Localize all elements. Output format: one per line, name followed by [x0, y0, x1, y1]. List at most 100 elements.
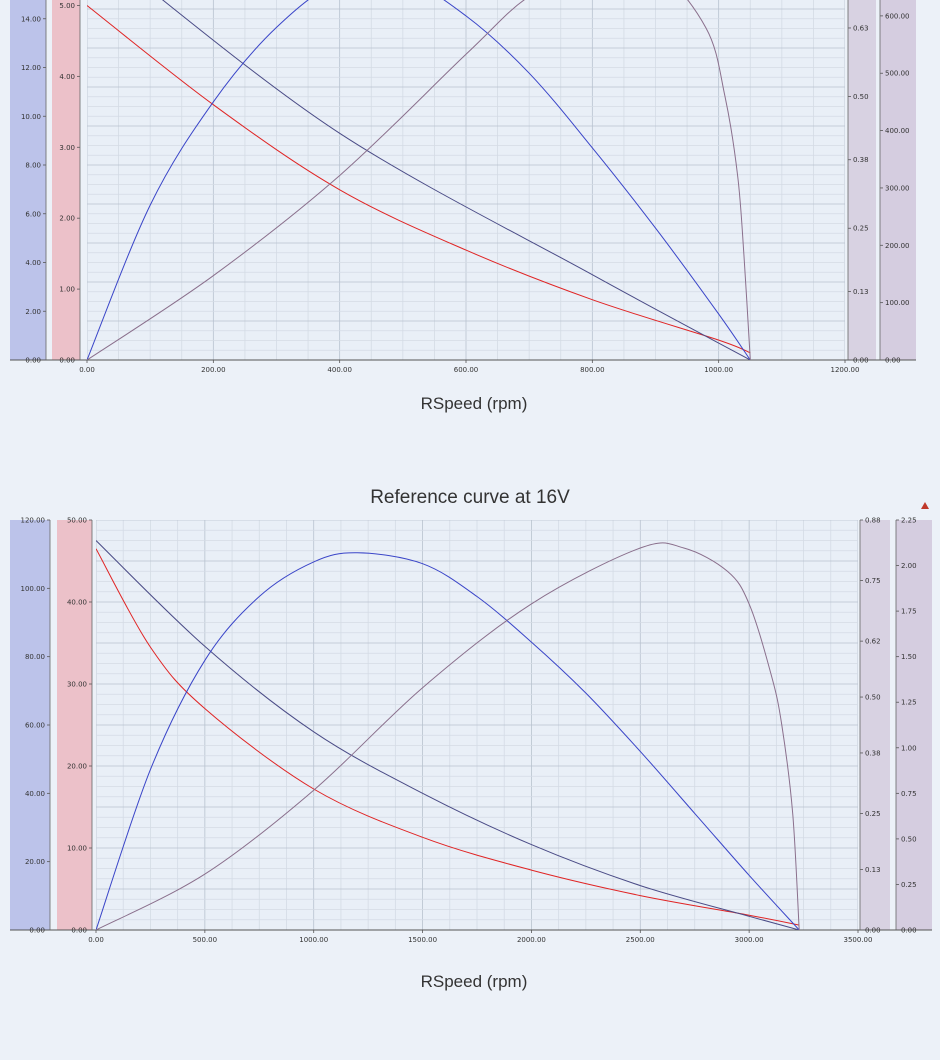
y-tick-label-left-outer-chart-1: 2.00: [25, 308, 41, 316]
y-tick-label-right-outer-chart-2: 0.25: [901, 881, 917, 889]
y-tick-label-right-outer-chart-2: 1.75: [901, 608, 917, 616]
x-tick-label-chart-1: 600.00: [454, 366, 479, 374]
axis-band-right-inner-chart-2: [860, 520, 890, 930]
y-tick-label-right-outer-chart-2: 2.00: [901, 562, 917, 570]
y-tick-label-right-outer-chart-2: 1.50: [901, 653, 917, 661]
series-line-4-chart-1: [87, 0, 751, 360]
y-tick-label-right-outer-chart-1: 500.00: [885, 70, 910, 78]
y-tick-label-right-outer-chart-1: 100.00: [885, 299, 910, 307]
x-tick-label-chart-2: 2500.00: [626, 936, 655, 944]
scroll-up-arrow-icon[interactable]: [921, 502, 929, 509]
y-tick-label-left-outer-chart-1: 14.00: [21, 15, 41, 23]
y-tick-label-right-inner-chart-2: 0.88: [865, 517, 881, 525]
axis-band-right-outer-chart-2: [896, 520, 932, 930]
y-tick-label-right-outer-chart-2: 0.75: [901, 790, 917, 798]
y-tick-label-left-inner-chart-1: 4.00: [59, 73, 75, 81]
y-tick-label-right-inner-chart-2: 0.62: [865, 638, 881, 646]
y-tick-label-left-outer-chart-1: 10.00: [21, 113, 41, 121]
y-tick-label-right-outer-chart-1: 600.00: [885, 12, 910, 20]
chart-1: 0.00 200.00 400.00 600.00 800.00 1000.00 1200.…: [10, 0, 916, 374]
series-line-3-chart-2: [96, 552, 800, 930]
y-tick-label-right-outer-chart-2: 0.00: [901, 927, 917, 935]
y-tick-label-left-outer-chart-2: 60.00: [25, 722, 45, 730]
y-tick-label-left-inner-chart-1: 2.00: [59, 215, 75, 223]
y-tick-label-left-inner-chart-1: 0.00: [59, 357, 75, 365]
y-tick-label-left-outer-chart-2: 0.00: [29, 927, 45, 935]
y-tick-label-right-outer-chart-1: 300.00: [885, 184, 910, 192]
x-tick-label-chart-2: 1500.00: [408, 936, 437, 944]
y-tick-label-left-outer-chart-1: 8.00: [25, 162, 41, 170]
y-tick-label-left-outer-chart-1: 12.00: [21, 64, 41, 72]
y-tick-label-left-outer-chart-2: 120.00: [21, 517, 46, 525]
y-tick-label-right-outer-chart-2: 0.50: [901, 835, 917, 843]
x-tick-label-chart-2: 1000.00: [299, 936, 328, 944]
x-axis-label-chart-1: RSpeed (rpm): [421, 394, 528, 413]
x-tick-label-chart-1: 0.00: [79, 366, 95, 374]
y-tick-label-right-inner-chart-2: 0.25: [865, 810, 881, 818]
y-tick-label-left-inner-chart-2: 50.00: [67, 517, 87, 525]
y-tick-label-left-inner-chart-2: 30.00: [67, 681, 87, 689]
y-tick-label-left-outer-chart-2: 40.00: [25, 790, 45, 798]
y-tick-label-right-outer-chart-1: 0.00: [885, 357, 901, 365]
x-tick-label-chart-2: 3500.00: [844, 936, 873, 944]
axis-band-right-outer-chart-1: [880, 0, 916, 360]
y-tick-label-right-inner-chart-1: 0.13: [853, 288, 869, 296]
x-tick-label-chart-1: 1200.00: [831, 366, 860, 374]
axis-band-left-outer-chart-1: [10, 0, 46, 360]
y-tick-label-right-inner-chart-2: 0.00: [865, 927, 881, 935]
y-tick-label-left-inner-chart-1: 5.00: [59, 2, 75, 10]
grid-chart-2: [96, 520, 858, 930]
axis-band-right-inner-chart-1: [848, 0, 876, 360]
y-tick-label-left-inner-chart-1: 3.00: [59, 144, 75, 152]
y-tick-label-right-inner-chart-2: 0.13: [865, 866, 881, 874]
y-tick-label-left-outer-chart-2: 80.00: [25, 653, 45, 661]
y-tick-label-right-outer-chart-2: 1.25: [901, 699, 917, 707]
y-tick-label-right-outer-chart-2: 1.00: [901, 744, 917, 752]
x-tick-label-chart-2: 500.00: [193, 936, 218, 944]
axis-band-left-outer-chart-2: [10, 520, 50, 930]
chart-2: 0.00 500.00 1000.00 1500.00 2000.00 2500.00 30…: [10, 517, 932, 944]
x-tick-label-chart-1: 400.00: [327, 366, 352, 374]
y-tick-label-right-inner-chart-1: 0.50: [853, 93, 869, 101]
x-tick-label-chart-2: 0.00: [88, 936, 104, 944]
y-tick-label-left-inner-chart-2: 0.00: [71, 927, 87, 935]
series-line-1-chart-2: [96, 548, 800, 926]
y-tick-label-right-outer-chart-1: 400.00: [885, 127, 910, 135]
x-axis-label-chart-2: RSpeed (rpm): [421, 972, 528, 991]
x-tick-label-chart-1: 1000.00: [704, 366, 733, 374]
y-tick-label-right-inner-chart-2: 0.75: [865, 577, 881, 585]
y-tick-label-left-outer-chart-1: 4.00: [25, 259, 41, 267]
y-tick-label-right-inner-chart-1: 0.00: [853, 357, 869, 365]
series-line-3-chart-1: [87, 0, 751, 360]
y-tick-label-right-inner-chart-2: 0.50: [865, 694, 881, 702]
series-line-2-chart-2: [96, 540, 800, 930]
axis-band-left-inner-chart-2: [57, 520, 92, 930]
x-tick-label-chart-2: 3000.00: [735, 936, 764, 944]
y-tick-label-right-outer-chart-2: 2.25: [901, 517, 917, 525]
y-tick-label-left-outer-chart-1: 0.00: [25, 357, 41, 365]
y-tick-label-left-inner-chart-2: 40.00: [67, 599, 87, 607]
x-tick-label-chart-1: 200.00: [201, 366, 226, 374]
y-tick-label-right-inner-chart-1: 0.63: [853, 24, 869, 32]
y-tick-label-right-inner-chart-1: 0.38: [853, 156, 869, 164]
y-tick-label-right-inner-chart-2: 0.38: [865, 749, 881, 757]
y-tick-label-right-outer-chart-1: 200.00: [885, 242, 910, 250]
y-tick-label-left-outer-chart-1: 6.00: [25, 210, 41, 218]
series-group-chart-1: [87, 0, 751, 360]
grid-chart-1: [87, 0, 845, 360]
y-tick-label-left-outer-chart-2: 20.00: [25, 858, 45, 866]
axis-band-left-inner-chart-1: [52, 0, 80, 360]
x-tick-label-chart-2: 2000.00: [517, 936, 546, 944]
chart-title-chart-2: Reference curve at 16V: [370, 487, 570, 508]
y-tick-label-right-inner-chart-1: 0.25: [853, 225, 869, 233]
y-tick-label-left-inner-chart-1: 1.00: [59, 286, 75, 294]
x-tick-label-chart-1: 800.00: [580, 366, 605, 374]
y-tick-label-left-outer-chart-2: 100.00: [21, 585, 46, 593]
series-line-1-chart-1: [87, 5, 751, 354]
y-tick-label-left-inner-chart-2: 20.00: [67, 763, 87, 771]
y-tick-label-left-inner-chart-2: 10.00: [67, 845, 87, 853]
series-line-2-chart-1: [162, 0, 751, 360]
series-line-4-chart-2: [96, 542, 800, 930]
series-group-chart-2: [96, 540, 800, 930]
